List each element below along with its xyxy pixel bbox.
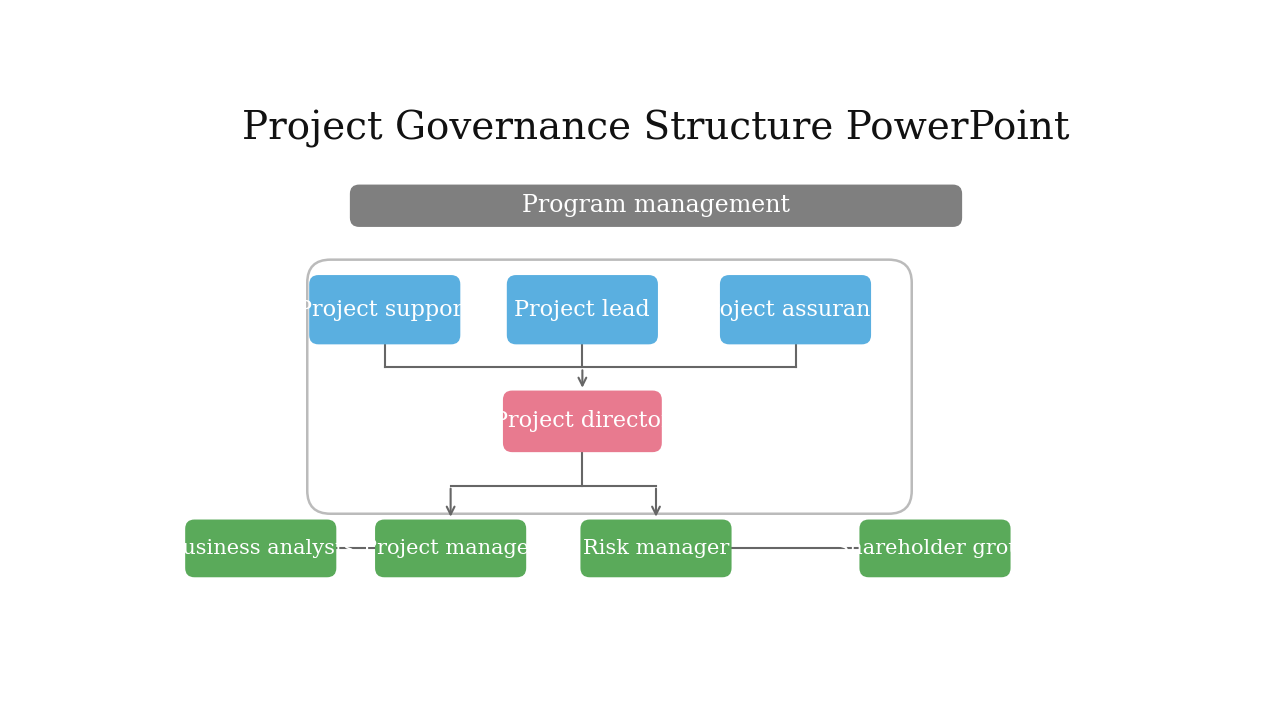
Text: Risk manager: Risk manager xyxy=(582,539,730,558)
Text: Program management: Program management xyxy=(522,194,790,217)
Text: Project Governance Structure PowerPoint: Project Governance Structure PowerPoint xyxy=(242,109,1070,148)
FancyBboxPatch shape xyxy=(310,275,461,344)
Text: Project lead: Project lead xyxy=(515,299,650,320)
Text: Project manager: Project manager xyxy=(362,539,539,558)
FancyBboxPatch shape xyxy=(375,520,526,577)
FancyBboxPatch shape xyxy=(349,184,963,227)
Text: Shareholder group: Shareholder group xyxy=(835,539,1036,558)
Text: Project director: Project director xyxy=(493,410,672,432)
FancyBboxPatch shape xyxy=(503,390,662,452)
FancyBboxPatch shape xyxy=(580,520,732,577)
FancyBboxPatch shape xyxy=(507,275,658,344)
FancyBboxPatch shape xyxy=(859,520,1011,577)
Text: Project assurance: Project assurance xyxy=(695,299,896,320)
FancyBboxPatch shape xyxy=(719,275,872,344)
FancyBboxPatch shape xyxy=(186,520,337,577)
Text: Business analysts: Business analysts xyxy=(168,539,355,558)
Text: Project support: Project support xyxy=(297,299,472,320)
